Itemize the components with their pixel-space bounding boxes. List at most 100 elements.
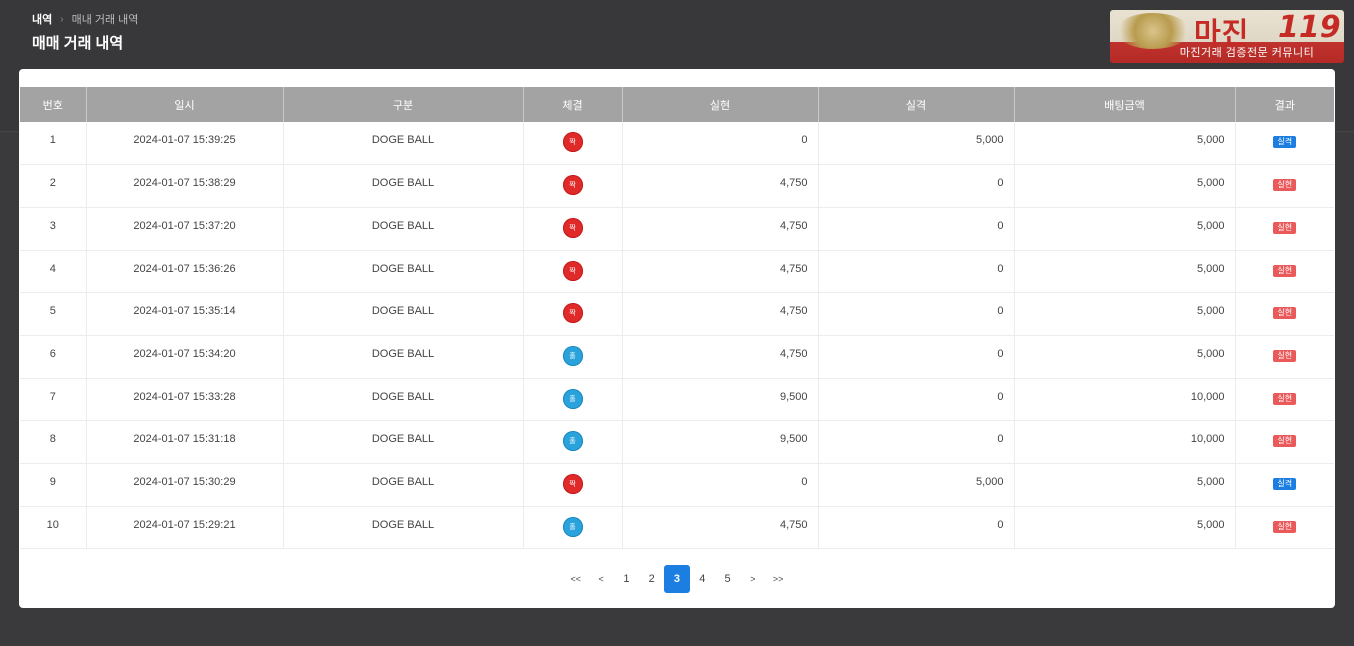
row-ball-cell: 홀: [523, 378, 623, 421]
breadcrumb-separator-icon: ›: [60, 13, 64, 25]
row-type: DOGE BALL: [283, 292, 524, 336]
row-realized: 9,500: [622, 378, 819, 421]
row-ball-cell: 짝: [523, 122, 623, 165]
row-result-cell: 실현: [1235, 335, 1334, 378]
row-datetime: 2024-01-07 15:34:20: [86, 335, 284, 379]
result-badge: 실현: [1273, 264, 1297, 277]
row-number: 6: [20, 335, 87, 379]
ball-result-icon: 짝: [562, 260, 583, 281]
header-col-realized: 실현: [622, 87, 819, 122]
table-row: 7 2024-01-07 15:33:28 DOGE BALL 홀 9,500 0 10,0…: [20, 378, 1334, 421]
page-5-button[interactable]: 5: [724, 573, 731, 585]
page-next-button[interactable]: >: [750, 574, 756, 584]
page-3-button[interactable]: 3: [664, 565, 690, 593]
header-col-type: 구분: [283, 87, 524, 122]
row-number: 3: [20, 207, 87, 251]
row-lost: 0: [818, 164, 1015, 208]
row-lost: 0: [818, 420, 1015, 464]
row-bet-amount: 5,000: [1014, 506, 1236, 549]
breadcrumb-home[interactable]: 내역: [32, 14, 53, 26]
row-type: DOGE BALL: [283, 420, 524, 464]
table-row: 2 2024-01-07 15:38:29 DOGE BALL 짝 4,750 0 5,00…: [20, 164, 1334, 208]
row-datetime: 2024-01-07 15:35:14: [86, 292, 284, 336]
row-datetime: 2024-01-07 15:38:29: [86, 164, 284, 208]
row-ball-cell: 짝: [523, 250, 623, 293]
row-number: 2: [20, 164, 87, 208]
site-logo[interactable]: 마진 119 마진거래 검증전문 커뮤니티: [1110, 10, 1344, 63]
row-ball-cell: 짝: [523, 164, 623, 208]
header-col-bet: 배팅금액: [1014, 87, 1236, 122]
row-ball-cell: 홀: [523, 335, 623, 379]
page-first-button[interactable]: <<: [570, 574, 582, 584]
row-type: DOGE BALL: [283, 250, 524, 293]
table-row: 9 2024-01-07 15:30:29 DOGE BALL 짝 0 5,000 5,00…: [20, 463, 1334, 507]
row-number: 7: [20, 378, 87, 421]
row-type: DOGE BALL: [283, 207, 524, 251]
row-bet-amount: 5,000: [1014, 292, 1236, 336]
logo-subtitle: 마진거래 검증전문 커뮤니티: [1179, 47, 1315, 59]
row-realized: 9,500: [622, 420, 819, 464]
row-realized: 4,750: [622, 250, 819, 293]
breadcrumb-current: 매내 거래 내역: [71, 14, 139, 26]
row-lost: 0: [818, 506, 1015, 549]
table-row: 1 2024-01-07 15:39:25 DOGE BALL 짝 0 5,000 5,00…: [20, 122, 1334, 165]
row-type: DOGE BALL: [283, 122, 524, 165]
page-2-button[interactable]: 2: [648, 573, 655, 585]
row-ball-cell: 홀: [523, 420, 623, 464]
ball-result-icon: 홀: [562, 516, 583, 537]
row-datetime: 2024-01-07 15:30:29: [86, 463, 284, 507]
ball-result-icon: 짝: [562, 303, 583, 324]
table-row: 5 2024-01-07 15:35:14 DOGE BALL 짝 4,750 0 5,00…: [20, 292, 1334, 336]
row-type: DOGE BALL: [283, 378, 524, 421]
row-ball-cell: 짝: [523, 292, 623, 336]
row-datetime: 2024-01-07 15:36:26: [86, 250, 284, 293]
table-body: 1 2024-01-07 15:39:25 DOGE BALL 짝 0 5,000 5,00…: [20, 122, 1334, 549]
ball-result-icon: 짝: [562, 175, 583, 196]
row-result-cell: 실현: [1235, 506, 1334, 549]
row-lost: 0: [818, 207, 1015, 251]
row-lost: 0: [818, 335, 1015, 379]
header-col-datetime: 일시: [86, 87, 284, 122]
row-type: DOGE BALL: [283, 335, 524, 379]
row-result-cell: 실격: [1235, 122, 1334, 165]
row-bet-amount: 10,000: [1014, 420, 1236, 464]
row-ball-cell: 짝: [523, 463, 623, 507]
row-datetime: 2024-01-07 15:29:21: [86, 506, 284, 549]
row-lost: 0: [818, 292, 1015, 336]
header-col-lost: 실격: [818, 87, 1015, 122]
page-4-button[interactable]: 4: [699, 573, 706, 585]
row-result-cell: 실현: [1235, 165, 1334, 208]
row-bet-amount: 5,000: [1014, 463, 1236, 507]
row-datetime: 2024-01-07 15:39:25: [86, 122, 284, 165]
row-result-cell: 실현: [1235, 250, 1334, 293]
logo-main-text: 마진: [1194, 16, 1250, 50]
table-row: 4 2024-01-07 15:36:26 DOGE BALL 짝 4,750 0 5,00…: [20, 250, 1334, 293]
row-bet-amount: 5,000: [1014, 250, 1236, 293]
row-ball-cell: 홀: [523, 506, 623, 549]
row-type: DOGE BALL: [283, 463, 524, 507]
ball-result-icon: 홀: [562, 345, 583, 366]
ball-result-icon: 짝: [562, 217, 583, 238]
row-realized: 4,750: [622, 506, 819, 549]
result-badge: 실현: [1273, 520, 1297, 533]
row-number: 4: [20, 250, 87, 293]
table-row: 3 2024-01-07 15:37:20 DOGE BALL 짝 4,750 0 5,00…: [20, 207, 1334, 251]
row-realized: 0: [622, 463, 819, 507]
page-last-button[interactable]: >>: [772, 574, 784, 584]
row-realized: 4,750: [622, 207, 819, 251]
row-number: 10: [20, 506, 87, 549]
logo-number-text: 119: [1278, 10, 1341, 45]
page-prev-button[interactable]: <: [598, 574, 604, 584]
row-number: 8: [20, 420, 87, 464]
row-number: 1: [20, 122, 87, 165]
table-row: 6 2024-01-07 15:34:20 DOGE BALL 홀 4,750 0 5,00…: [20, 335, 1334, 379]
result-badge: 실현: [1273, 435, 1297, 448]
row-bet-amount: 10,000: [1014, 378, 1236, 421]
row-bet-amount: 5,000: [1014, 164, 1236, 208]
row-result-cell: 실현: [1235, 378, 1334, 421]
header-col-no: 번호: [20, 87, 87, 122]
row-type: DOGE BALL: [283, 506, 524, 549]
page-1-button[interactable]: 1: [623, 573, 630, 585]
table-row: 8 2024-01-07 15:31:18 DOGE BALL 홀 9,500 0 10,0…: [20, 420, 1334, 464]
result-badge: 실격: [1273, 136, 1297, 148]
